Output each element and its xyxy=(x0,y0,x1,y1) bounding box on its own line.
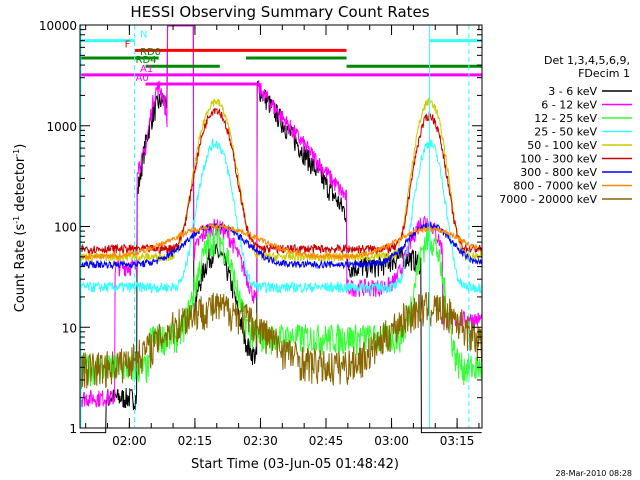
x-tick-label: 02:30 xyxy=(243,434,278,448)
legend-header-line: FDecim 1 xyxy=(578,67,630,80)
date-stamp: 28-Mar-2010 08:28 xyxy=(556,469,633,478)
legend-label: 7000 - 20000 keV xyxy=(499,193,597,206)
legend-header-line: Det 1,3,4,5,6,9, xyxy=(544,54,630,67)
legend-header: Det 1,3,4,5,6,9, FDecim 1 xyxy=(544,54,630,80)
y-tick-label: 10 xyxy=(62,321,77,335)
x-axis-label: Start Time (03-Jun-05 01:48:42) xyxy=(191,457,399,472)
y-tick-label: 10000 xyxy=(39,19,77,33)
flag-label: A1 xyxy=(140,64,153,75)
legend-label: 100 - 300 keV xyxy=(520,153,597,166)
flag-label: RD0 xyxy=(140,47,161,58)
y-axis-label: Count Rate (s-1 detector-1) xyxy=(12,144,28,313)
series-layer xyxy=(79,25,483,434)
series-line xyxy=(79,225,483,387)
flag-label: A0 xyxy=(136,73,149,84)
svg-text:Count Rate (s-1 detector-1): Count Rate (s-1 detector-1) xyxy=(12,144,28,313)
legend-label: 25 - 50 keV xyxy=(534,126,597,139)
series-line xyxy=(79,222,483,261)
series-line xyxy=(79,137,483,295)
legend-label: 6 - 12 keV xyxy=(541,99,597,112)
x-tick-label: 03:00 xyxy=(374,434,409,448)
legend-label: 3 - 6 keV xyxy=(548,85,597,98)
chart-title: HESSI Observing Summary Count Rates xyxy=(130,3,429,21)
series-line xyxy=(79,97,483,263)
series-line xyxy=(79,25,483,408)
x-tick-label: 02:15 xyxy=(178,434,213,448)
y-tick-label: 1000 xyxy=(46,120,77,134)
series-line xyxy=(79,292,483,389)
x-tick-label: 02:00 xyxy=(112,434,147,448)
x-tick-label: 02:45 xyxy=(309,434,344,448)
y-tick-label: 1 xyxy=(69,422,77,436)
flag-label: F xyxy=(125,39,131,50)
flag-label: RD4 xyxy=(136,55,157,66)
axes-layer: 1 10 100 1000 10000 02:00 02:15 02:30 02:45 03:00… xyxy=(39,19,483,448)
legend-label: 12 - 25 keV xyxy=(534,112,597,125)
legend-label: 300 - 800 keV xyxy=(520,166,597,179)
legend-label: 50 - 100 keV xyxy=(527,139,597,152)
legend-label: 800 - 7000 keV xyxy=(513,180,597,193)
flag-label: N xyxy=(140,30,147,41)
x-tick-label: 03:15 xyxy=(440,434,475,448)
series-line xyxy=(79,222,483,270)
y-tick-label: 100 xyxy=(54,221,77,235)
